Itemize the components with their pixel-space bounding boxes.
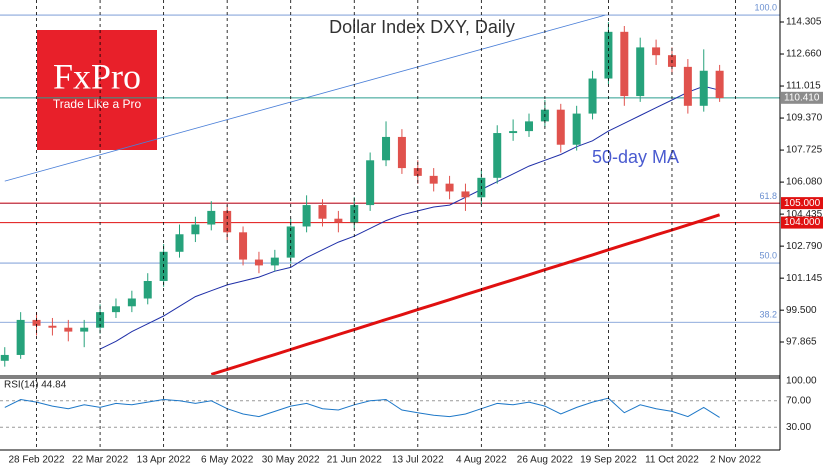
candle-body xyxy=(127,298,136,307)
candle-body xyxy=(636,47,645,97)
candle-body xyxy=(382,136,391,161)
axes xyxy=(0,0,781,451)
candle-body xyxy=(207,210,216,225)
x-tick-label: 13 Apr 2022 xyxy=(137,455,191,466)
candle-body xyxy=(143,280,152,299)
ma-line xyxy=(99,85,720,350)
logo-box xyxy=(37,30,157,150)
x-tick-label: 2 Nov 2022 xyxy=(710,455,762,466)
fib-label: 38.2 xyxy=(759,310,777,320)
rsi-line xyxy=(4,397,720,418)
candle-body xyxy=(64,327,73,332)
y-tick-label: 111.015 xyxy=(786,81,821,92)
candle-body xyxy=(32,319,41,326)
ma-label: 50-day MA xyxy=(592,147,679,167)
rsi-title: RSI(14) 44.84 xyxy=(4,380,67,391)
candle-body xyxy=(318,205,327,219)
y-tick-label: 101.145 xyxy=(786,273,823,284)
candle-body xyxy=(350,205,359,223)
x-tick-label: 19 Sep 2022 xyxy=(580,455,637,466)
price-level-box xyxy=(781,216,823,229)
candle-body xyxy=(191,224,200,235)
candle-body xyxy=(239,232,248,260)
y-tick-label: 107.725 xyxy=(786,145,823,156)
candle-body xyxy=(111,306,120,313)
candle-body xyxy=(366,160,375,206)
fib-label: 61.8 xyxy=(759,191,777,201)
candle-body xyxy=(556,109,565,145)
candle-body xyxy=(254,259,263,266)
y-tick-label: 112.660 xyxy=(786,49,822,60)
candle-body xyxy=(509,131,518,134)
candle-body xyxy=(302,205,311,227)
candle-body xyxy=(175,234,184,252)
rsi-tick-label: 100.00 xyxy=(786,376,817,387)
candle-body xyxy=(493,133,502,178)
price-level-label: 110.410 xyxy=(784,92,820,103)
fib-label: 100.0 xyxy=(754,2,777,12)
x-tick-label: 6 May 2022 xyxy=(201,455,254,466)
candle-body xyxy=(461,191,470,198)
candle-body xyxy=(80,327,89,332)
y-tick-label: 106.080 xyxy=(786,177,823,188)
candle-body xyxy=(429,175,438,184)
y-tick-label: 97.865 xyxy=(786,337,817,348)
price-level-box xyxy=(781,197,823,210)
candle-body xyxy=(620,31,629,97)
x-tick-label: 11 Oct 2022 xyxy=(645,455,699,466)
y-tick-label: 102.790 xyxy=(786,241,823,252)
candle-body xyxy=(0,354,9,361)
y-tick-label: 104.435 xyxy=(786,209,823,220)
rsi-panel xyxy=(0,397,780,428)
price-level-box xyxy=(781,91,823,104)
candle-body xyxy=(525,121,534,132)
candle-body xyxy=(270,257,279,266)
y-tick-label: 99.500 xyxy=(786,305,817,316)
x-tick-label: 22 Mar 2022 xyxy=(72,455,129,466)
candle-body xyxy=(572,113,581,145)
logo-title: FxPro xyxy=(53,56,141,96)
price-level-label: 105.000 xyxy=(784,198,821,209)
candle-body xyxy=(699,70,708,106)
rsi-tick-label: 30.00 xyxy=(786,422,811,433)
x-tick-label: 21 Jun 2022 xyxy=(327,455,382,466)
x-tick-label: 30 May 2022 xyxy=(262,455,320,466)
x-tick-label: 4 Aug 2022 xyxy=(456,455,507,466)
price-level-label: 104.000 xyxy=(784,217,821,228)
rsi-tick-label: 70.00 xyxy=(786,395,811,406)
candle-body xyxy=(48,325,57,328)
candle-body xyxy=(16,319,25,355)
fib-label: 50.0 xyxy=(759,250,777,260)
candle-body xyxy=(445,183,454,192)
x-tick-label: 28 Feb 2022 xyxy=(8,455,65,466)
candle-body xyxy=(397,136,406,169)
x-tick-label: 13 Jul 2022 xyxy=(392,455,444,466)
candle-body xyxy=(588,78,597,114)
candle-body xyxy=(413,168,422,176)
x-tick-label: 26 Aug 2022 xyxy=(517,455,574,466)
logo-subtitle: Trade Like a Pro xyxy=(53,97,142,111)
chart-title: Dollar Index DXY, Daily xyxy=(329,17,515,37)
candle-body xyxy=(652,47,661,56)
candle-body xyxy=(715,70,724,99)
y-tick-label: 109.370 xyxy=(786,113,823,124)
candle-body xyxy=(334,218,343,223)
ma-200-line xyxy=(210,213,721,375)
candle-body xyxy=(223,210,232,233)
candle-body xyxy=(683,66,692,106)
y-tick-label: 114.305 xyxy=(786,17,822,28)
